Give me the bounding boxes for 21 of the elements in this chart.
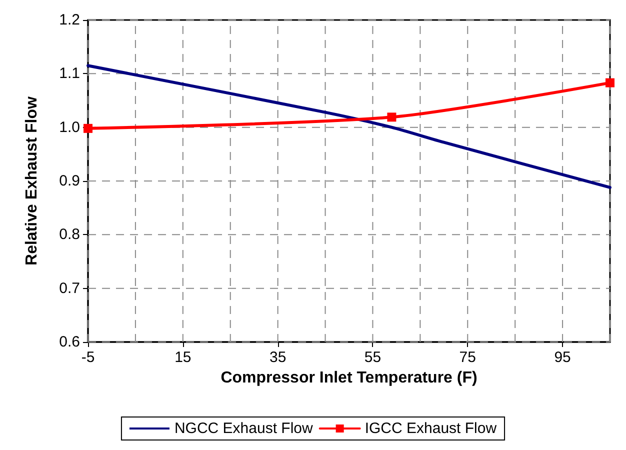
- x-tick-label: 15: [174, 349, 192, 366]
- x-axis-title: Compressor Inlet Temperature (F): [220, 370, 478, 386]
- y-tick-label: 1.1: [59, 65, 80, 82]
- point: [84, 124, 92, 133]
- point: [606, 78, 614, 88]
- x-tick-label: 75: [459, 349, 476, 366]
- legend-label: NGCC Exhaust Flow: [174, 420, 313, 437]
- legend-label: IGCC Exhaust Flow: [364, 420, 497, 437]
- y-tick-label: 1.2: [59, 12, 80, 28]
- x-tick-label: 55: [364, 349, 382, 366]
- point: [387, 112, 396, 122]
- x-tick-label: 95: [554, 349, 571, 366]
- y-tick-label: 1.0: [59, 118, 80, 136]
- line-series: [86, 64, 612, 189]
- x-tick-label: 35: [269, 349, 286, 366]
- y-tick-label: 0.8: [59, 226, 80, 244]
- x-tick-label: -5: [81, 349, 95, 366]
- y-tick-label: 0.6: [59, 334, 80, 350]
- y-tick-label: 0.9: [59, 172, 80, 190]
- y-tick-label: 0.7: [59, 280, 80, 297]
- y-axis-title: Relative Exhaust Flow: [24, 96, 40, 266]
